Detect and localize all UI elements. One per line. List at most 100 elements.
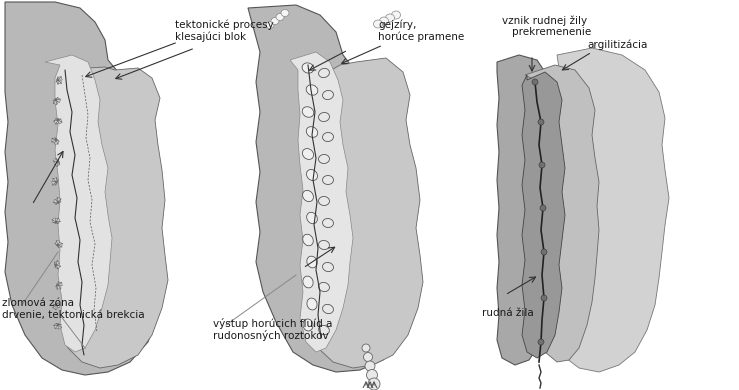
Polygon shape <box>53 99 56 101</box>
Polygon shape <box>58 80 61 84</box>
Polygon shape <box>54 264 56 266</box>
Polygon shape <box>58 197 61 202</box>
Polygon shape <box>58 159 59 162</box>
Polygon shape <box>56 245 58 246</box>
Polygon shape <box>58 324 59 325</box>
Ellipse shape <box>306 127 318 137</box>
Polygon shape <box>57 79 58 80</box>
Polygon shape <box>58 242 63 245</box>
Polygon shape <box>56 100 58 105</box>
Ellipse shape <box>319 282 330 292</box>
Polygon shape <box>55 120 59 124</box>
Polygon shape <box>5 2 165 375</box>
Text: klesajúci blok: klesajúci blok <box>175 32 246 43</box>
Polygon shape <box>53 119 58 121</box>
Polygon shape <box>56 261 60 265</box>
Polygon shape <box>52 305 56 308</box>
Polygon shape <box>55 197 58 202</box>
Polygon shape <box>56 305 61 308</box>
Ellipse shape <box>281 9 289 16</box>
Polygon shape <box>55 303 56 305</box>
Circle shape <box>538 119 544 125</box>
Polygon shape <box>52 218 56 222</box>
Polygon shape <box>56 140 58 145</box>
Polygon shape <box>52 304 56 305</box>
Polygon shape <box>55 162 58 167</box>
Polygon shape <box>56 303 58 305</box>
Circle shape <box>540 205 546 211</box>
Polygon shape <box>56 264 61 266</box>
Polygon shape <box>58 120 62 124</box>
Polygon shape <box>55 222 56 223</box>
Polygon shape <box>58 202 59 204</box>
Ellipse shape <box>271 18 279 25</box>
Polygon shape <box>56 177 58 182</box>
Ellipse shape <box>322 90 333 99</box>
Polygon shape <box>58 202 61 203</box>
Circle shape <box>367 369 378 381</box>
Text: zlomová zóna: zlomová zóna <box>2 298 74 308</box>
Ellipse shape <box>302 107 314 117</box>
Polygon shape <box>56 139 58 140</box>
Polygon shape <box>58 285 61 289</box>
Ellipse shape <box>302 190 313 202</box>
Polygon shape <box>53 202 58 204</box>
Polygon shape <box>58 161 60 162</box>
Ellipse shape <box>319 197 330 206</box>
Text: tektonické procesy: tektonické procesy <box>175 20 273 30</box>
Polygon shape <box>52 219 56 223</box>
Polygon shape <box>56 265 61 269</box>
Polygon shape <box>58 199 61 202</box>
Ellipse shape <box>307 212 317 224</box>
Polygon shape <box>58 119 62 122</box>
Polygon shape <box>56 222 58 224</box>
Circle shape <box>365 361 375 371</box>
Polygon shape <box>55 285 58 287</box>
Polygon shape <box>53 100 56 104</box>
Polygon shape <box>56 221 61 223</box>
Polygon shape <box>56 180 58 182</box>
Circle shape <box>362 344 370 352</box>
Polygon shape <box>52 182 56 185</box>
Polygon shape <box>55 240 58 245</box>
Polygon shape <box>522 72 565 358</box>
Ellipse shape <box>307 170 318 181</box>
Polygon shape <box>57 241 60 245</box>
Circle shape <box>541 295 547 301</box>
Ellipse shape <box>323 305 333 314</box>
Polygon shape <box>57 76 58 80</box>
Text: gejzíry,: gejzíry, <box>378 20 416 30</box>
Polygon shape <box>58 324 62 325</box>
Ellipse shape <box>392 11 401 19</box>
Polygon shape <box>55 325 58 329</box>
Text: rudná žila: rudná žila <box>482 308 534 318</box>
Polygon shape <box>55 137 56 140</box>
Polygon shape <box>55 323 58 325</box>
Polygon shape <box>58 325 62 328</box>
Text: rudonosných roztokov: rudonosných roztokov <box>213 330 329 341</box>
Polygon shape <box>55 202 58 205</box>
Ellipse shape <box>266 21 274 28</box>
Polygon shape <box>53 161 58 163</box>
Polygon shape <box>56 98 61 100</box>
Ellipse shape <box>373 20 383 28</box>
Polygon shape <box>52 178 56 182</box>
Text: výstup horúcich fluíd a: výstup horúcich fluíd a <box>213 318 333 329</box>
Polygon shape <box>58 80 61 83</box>
Ellipse shape <box>307 298 317 310</box>
Ellipse shape <box>319 112 330 122</box>
Polygon shape <box>54 325 58 329</box>
Ellipse shape <box>303 276 313 288</box>
Polygon shape <box>55 140 58 144</box>
Polygon shape <box>57 284 58 285</box>
Polygon shape <box>55 98 56 100</box>
Circle shape <box>538 339 544 345</box>
Ellipse shape <box>380 17 389 25</box>
Polygon shape <box>58 282 62 286</box>
Ellipse shape <box>319 154 330 163</box>
Polygon shape <box>55 218 59 222</box>
Polygon shape <box>53 199 58 202</box>
Ellipse shape <box>319 68 330 78</box>
Text: vznik rudnej žily: vznik rudnej žily <box>502 15 587 25</box>
Ellipse shape <box>322 262 333 271</box>
